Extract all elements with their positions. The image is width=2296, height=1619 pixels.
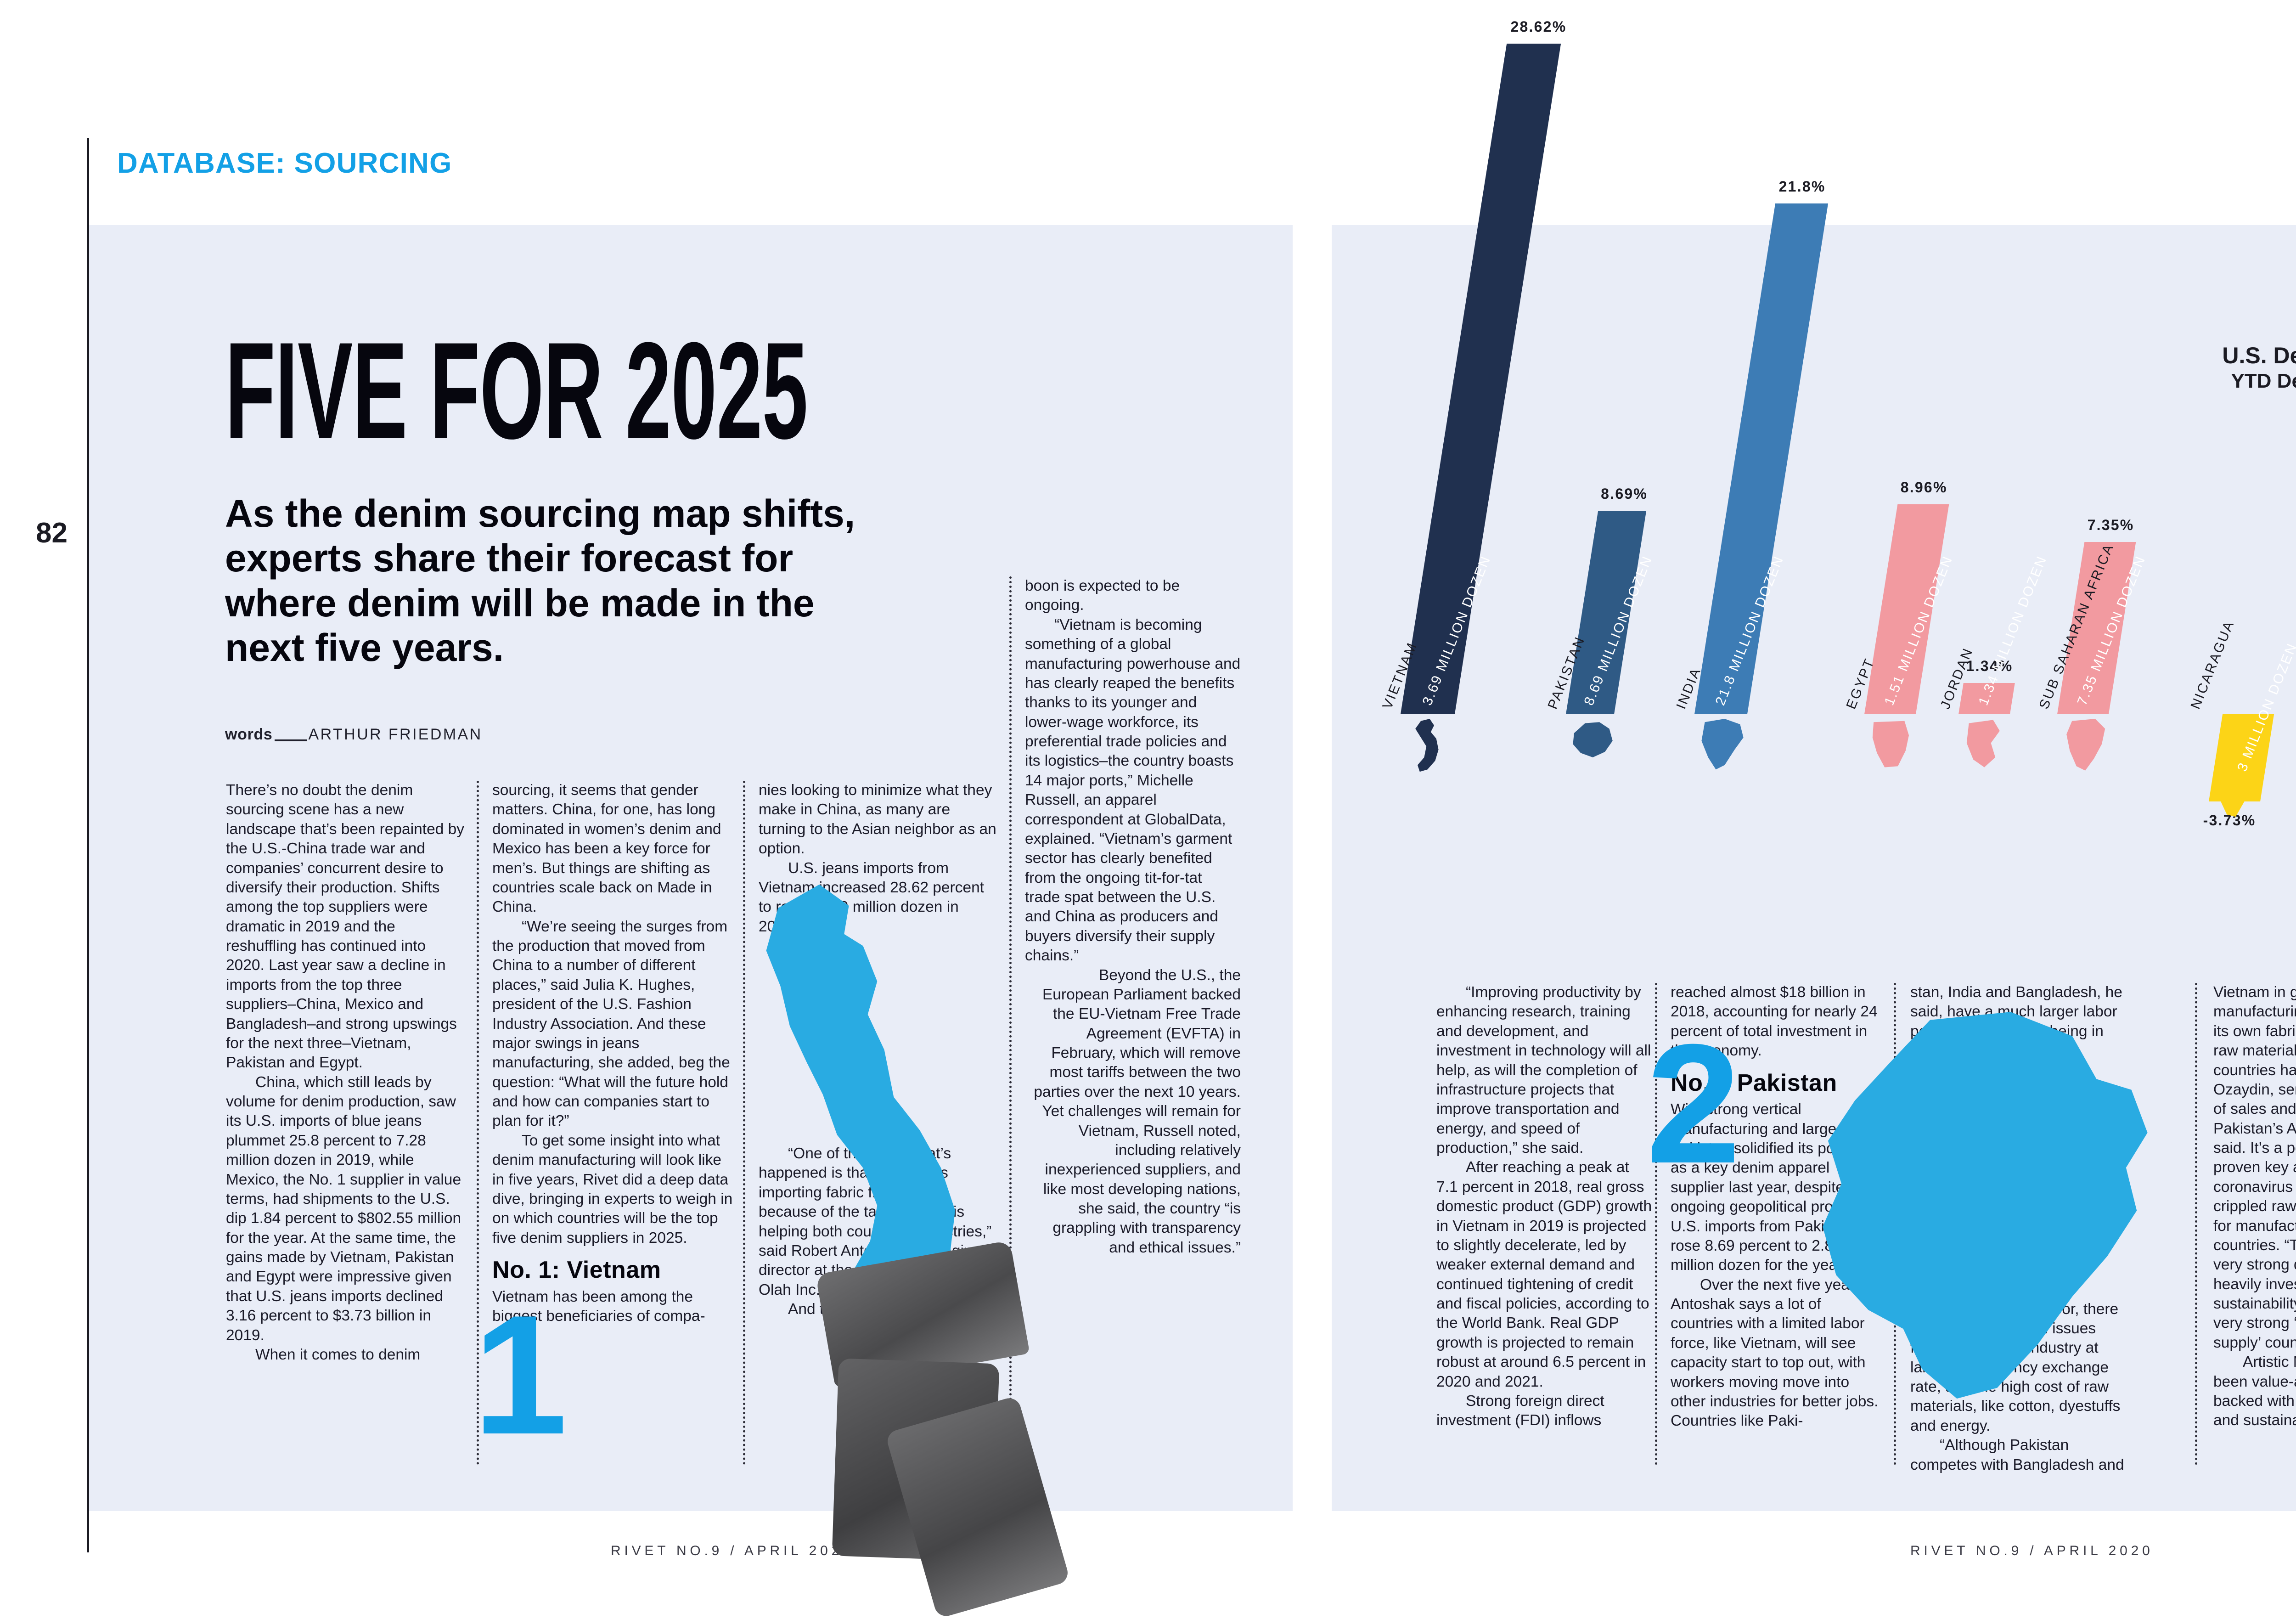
section-kicker: DATABASE: SOURCING: [117, 147, 452, 179]
section-heading-vietnam: No. 1: Vietnam: [492, 1257, 661, 1283]
body-column-5: “Improving productivity by enhancing res…: [1436, 983, 1652, 1431]
country-map-icon: [1872, 721, 1909, 767]
paragraph: “Vietnam is becoming something of a glob…: [1025, 616, 1241, 965]
footer-left: RIVET NO.9 / APRIL 2020: [611, 1543, 854, 1558]
folio-left: 82: [36, 517, 68, 549]
paragraph: China, which still leads by volume for d…: [226, 1073, 461, 1344]
country-map-icon: [1966, 720, 2000, 767]
body-column-8: Vietnam in garment manufacturing, Pakist…: [2213, 983, 2296, 1431]
paragraph: boon is expected to be ongoing.: [1025, 577, 1180, 614]
deck-subtitle: As the denim sourcing map shifts, expert…: [225, 492, 855, 670]
paragraph: nies looking to minimize what they make …: [759, 782, 996, 857]
byline-author: ARTHUR FRIEDMAN: [308, 726, 483, 743]
country-map-icon: [2066, 719, 2105, 771]
paragraph: reached almost $18 billion in 2018, acco…: [1671, 984, 1878, 1060]
byline: words ARTHUR FRIEDMAN: [225, 726, 483, 744]
column-separator: [477, 781, 481, 1465]
paragraph: Vietnam has been among the biggest benef…: [492, 1288, 705, 1325]
paragraph: “We’re seeing the surges from the produc…: [492, 918, 730, 1130]
chart-value-label: 28.62%: [1510, 18, 1567, 35]
left-margin-rule: [87, 138, 89, 1552]
column-separator: [1655, 983, 1659, 1465]
section-heading-pakistan: No. 2 Pakistan: [1671, 1069, 1837, 1096]
paragraph: sourcing, it seems that gender matters. …: [492, 782, 721, 916]
ghost-numeral-1: 1: [473, 1280, 568, 1470]
chart-bar: [1864, 504, 1949, 714]
country-map-icon: [1701, 719, 1744, 770]
paragraph: Strong foreign direct investment (FDI) i…: [1436, 1392, 1604, 1429]
chart-value-label: 8.69%: [1601, 485, 1648, 502]
country-map-icon: [1573, 722, 1613, 757]
paragraph: When it comes to denim: [255, 1346, 421, 1363]
chart-value-label: 8.96%: [1900, 479, 1947, 496]
page-title: FIVE FOR 2025: [225, 313, 808, 468]
paragraph: Vietnam in garment manufacturing, Pakist…: [2213, 984, 2296, 1351]
footer-right: RIVET NO.9 / APRIL 2020: [1910, 1543, 2154, 1558]
chart-bar: [1694, 203, 1829, 714]
body-column-4: boon is expected to be ongoing. “Vietnam…: [1025, 576, 1241, 1258]
ghost-numeral-2: 2: [1646, 1009, 1741, 1199]
us-denim-imports-chart: 28.62% VIETNAM 3.69 MILLION DOZEN 8.69% PAKI…: [1379, 18, 2296, 971]
column-separator: [2195, 983, 2199, 1465]
body-column-6: reached almost $18 billion in 2018, acco…: [1671, 983, 1886, 1431]
country-map-icon: [1415, 719, 1439, 772]
byline-label: words: [225, 726, 273, 743]
paragraph: There’s no doubt the denim sourcing scen…: [226, 782, 465, 1072]
paragraph: “Although Pakistan competes with Banglad…: [1910, 1437, 2124, 1473]
chart-value-label: 7.35%: [2087, 517, 2134, 534]
chart-value-label: 1.34%: [1966, 657, 2013, 674]
chart-value-label: 21.8%: [1778, 178, 1826, 195]
paragraph: Over the next five years, Antoshak says …: [1671, 1276, 1879, 1430]
column-separator: [743, 781, 747, 1465]
paragraph: Beyond the U.S., the European Parliament…: [1034, 966, 1241, 1256]
paragraph: Artistic Milliners’ focus has been value…: [2213, 1354, 2296, 1429]
paragraph: To get some insight into what denim manu…: [492, 1132, 733, 1247]
byline-rule: [274, 739, 307, 741]
pakistan-india-map-silhouette: [1823, 1012, 2148, 1399]
body-column-2: sourcing, it seems that gender matters. …: [492, 781, 735, 1326]
chart-title-main: U.S. Denim Imports: [2222, 343, 2296, 368]
left-page-panel: [87, 225, 1293, 1511]
paragraph: “Improving productivity by enhancing res…: [1436, 984, 1651, 1156]
country-map-icon: [2219, 770, 2250, 817]
chart-subtitle: YTD December 2019: [2231, 370, 2296, 392]
column-separator: [1009, 576, 1013, 1465]
vietnam-map-silhouette: [766, 884, 955, 1336]
paragraph: After reaching a peak at 7.1 percent in …: [1436, 1159, 1652, 1390]
body-column-1: There’s no doubt the denim sourcing scen…: [226, 781, 468, 1365]
chart-bar: [1401, 44, 1561, 714]
jeans-photograph: [795, 1204, 1207, 1619]
chart-category-label: NICARAGUA: [2188, 618, 2238, 711]
chart-title: U.S. Denim Imports YTD December 2019: [2186, 342, 2296, 393]
chart-bar: [1566, 510, 1647, 714]
